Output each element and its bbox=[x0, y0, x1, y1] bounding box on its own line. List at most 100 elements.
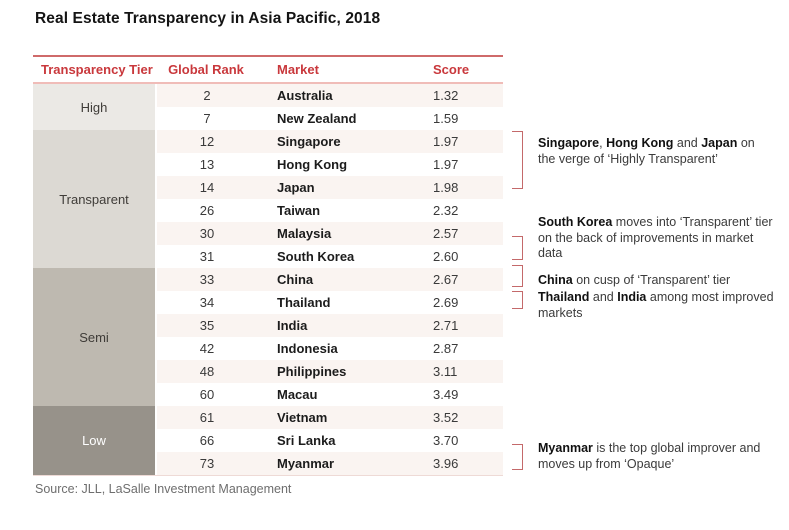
score-value: 2.32 bbox=[433, 203, 459, 218]
annotation-market-name: China bbox=[538, 273, 573, 287]
annotation-text: among most improved markets bbox=[538, 290, 774, 320]
annotation-market-name: Thailand bbox=[538, 290, 590, 304]
table-row: 60 Macau 3.49 bbox=[157, 383, 503, 406]
market-name: Taiwan bbox=[277, 203, 321, 218]
score-value: 1.98 bbox=[433, 180, 459, 195]
market-name: Australia bbox=[277, 88, 333, 103]
rank-value: 13 bbox=[199, 157, 215, 172]
table-row: 2 Australia 1.32 bbox=[157, 84, 503, 107]
table-row: 12 Singapore 1.97 bbox=[157, 130, 503, 153]
table-row: 31 South Korea 2.60 bbox=[157, 245, 503, 268]
annotation-text: and bbox=[589, 290, 618, 304]
table-row: 48 Philippines 3.11 bbox=[157, 360, 503, 383]
annotation-note: Thailand and India among most improved m… bbox=[538, 290, 775, 321]
market-name: Malaysia bbox=[277, 226, 332, 241]
annotation-bracket bbox=[512, 291, 523, 309]
market-name: China bbox=[277, 272, 314, 287]
annotation-text: moves into ‘Transparent’ tier on the bac… bbox=[538, 215, 773, 260]
table-row: 26 Taiwan 2.32 bbox=[157, 199, 503, 222]
tier-label: Semi bbox=[79, 329, 109, 345]
score-value: 1.97 bbox=[433, 157, 459, 172]
annotation-note: South Korea moves into ‘Transparent’ tie… bbox=[538, 215, 775, 262]
rank-value: 42 bbox=[199, 341, 215, 356]
table-row: 73 Myanmar 3.96 bbox=[157, 452, 503, 475]
rank-value: 14 bbox=[199, 180, 215, 195]
score-value: 2.60 bbox=[433, 249, 459, 264]
annotation-bracket bbox=[512, 131, 523, 189]
rank-value: 26 bbox=[199, 203, 215, 218]
table-row: 33 China 2.67 bbox=[157, 268, 503, 291]
score-value: 1.97 bbox=[433, 134, 459, 149]
market-name: Philippines bbox=[277, 364, 347, 379]
rank-value: 30 bbox=[199, 226, 215, 241]
table-row: 61 Vietnam 3.52 bbox=[157, 406, 503, 429]
score-value: 3.70 bbox=[433, 433, 459, 448]
annotation-note: China on cusp of ‘Transparent’ tier bbox=[538, 273, 775, 289]
market-name: Hong Kong bbox=[277, 157, 348, 172]
rank-value: 34 bbox=[199, 295, 215, 310]
table-rows: 2 Australia 1.32 7 New Zealand 1.59 12 Singapor… bbox=[33, 84, 503, 475]
annotation-text: , bbox=[599, 136, 607, 150]
annotation-text: on the verge of ‘Highly Transparent’ bbox=[538, 136, 755, 166]
tier-cell-semi: Semi bbox=[33, 268, 155, 406]
annotation-market-name: India bbox=[617, 290, 647, 304]
rank-value: 31 bbox=[199, 249, 215, 264]
rank-value: 73 bbox=[199, 456, 215, 471]
annotation-market-name: Hong Kong bbox=[606, 136, 674, 150]
tier-column: High Transparent Semi Low bbox=[33, 84, 155, 475]
table-row: 42 Indonesia 2.87 bbox=[157, 337, 503, 360]
table-row: 35 India 2.71 bbox=[157, 314, 503, 337]
rank-value: 60 bbox=[199, 387, 215, 402]
annotation-note: Myanmar is the top global improver and m… bbox=[538, 441, 775, 472]
rank-value: 33 bbox=[199, 272, 215, 287]
score-value: 3.96 bbox=[433, 456, 459, 471]
score-value: 2.87 bbox=[433, 341, 459, 356]
source-note: Source: JLL, LaSalle Investment Manageme… bbox=[35, 482, 292, 496]
column-header-score: Score bbox=[433, 62, 470, 77]
score-value: 2.67 bbox=[433, 272, 459, 287]
tier-label: High bbox=[80, 99, 108, 115]
table-body: High Transparent Semi Low 2 Australia 1.32 7 Ne… bbox=[33, 84, 503, 476]
market-name: Myanmar bbox=[277, 456, 335, 471]
rank-value: 48 bbox=[199, 364, 215, 379]
rank-value: 35 bbox=[199, 318, 215, 333]
tier-cell-transparent: Transparent bbox=[33, 130, 155, 268]
annotation-bracket bbox=[512, 265, 523, 287]
rank-value: 2 bbox=[203, 88, 211, 103]
rank-value: 66 bbox=[199, 433, 215, 448]
table-row: 66 Sri Lanka 3.70 bbox=[157, 429, 503, 452]
score-value: 2.71 bbox=[433, 318, 459, 333]
column-header-global-rank: Global Rank bbox=[168, 62, 244, 77]
market-name: South Korea bbox=[277, 249, 355, 264]
score-value: 1.32 bbox=[433, 88, 459, 103]
column-header-market: Market bbox=[277, 62, 319, 77]
market-name: Thailand bbox=[277, 295, 331, 310]
annotation-text: and bbox=[673, 136, 702, 150]
table-row: 34 Thailand 2.69 bbox=[157, 291, 503, 314]
table-row: 7 New Zealand 1.59 bbox=[157, 107, 503, 130]
table-header-row: Transparency Tier Global Rank Market Sco… bbox=[33, 55, 503, 84]
market-name: Vietnam bbox=[277, 410, 328, 425]
tier-cell-high: High bbox=[33, 84, 155, 130]
annotation-bracket bbox=[512, 444, 523, 470]
tier-label: Low bbox=[82, 433, 106, 448]
rank-value: 61 bbox=[199, 410, 215, 425]
table-row: 14 Japan 1.98 bbox=[157, 176, 503, 199]
transparency-table: Transparency Tier Global Rank Market Sco… bbox=[33, 55, 503, 476]
score-value: 1.59 bbox=[433, 111, 459, 126]
annotation-market-name: Myanmar bbox=[538, 441, 593, 455]
column-header-transparency-tier: Transparency Tier bbox=[41, 62, 153, 77]
score-value: 3.52 bbox=[433, 410, 459, 425]
score-value: 2.57 bbox=[433, 226, 459, 241]
score-value: 2.69 bbox=[433, 295, 459, 310]
market-name: Singapore bbox=[277, 134, 341, 149]
annotation-note: Singapore, Hong Kong and Japan on the ve… bbox=[538, 136, 775, 167]
rank-value: 7 bbox=[203, 111, 211, 126]
table-row: 13 Hong Kong 1.97 bbox=[157, 153, 503, 176]
tier-label: Transparent bbox=[59, 191, 129, 207]
annotation-market-name: Singapore bbox=[538, 136, 600, 150]
chart-title: Real Estate Transparency in Asia Pacific… bbox=[35, 10, 381, 27]
annotation-market-name: South Korea bbox=[538, 215, 613, 229]
table-row: 30 Malaysia 2.57 bbox=[157, 222, 503, 245]
score-value: 3.49 bbox=[433, 387, 459, 402]
